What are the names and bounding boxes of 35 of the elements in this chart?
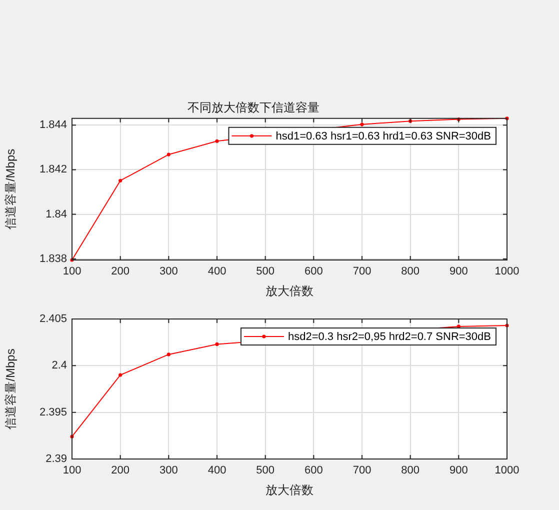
legend-label: hsd2=0.3 hsr2=0,95 hrd2=0.7 SNR=30dB — [288, 331, 492, 344]
x-tick-label: 1000 — [494, 464, 520, 477]
x-tick-label: 100 — [62, 464, 82, 477]
x-tick-label: 300 — [159, 464, 178, 477]
x-tick-label: 800 — [401, 464, 420, 477]
legend-label: hsd1=0.63 hsr1=0.63 hrd1=0.63 SNR=30dB — [276, 130, 492, 142]
y-tick-label: 2.4 — [52, 360, 67, 372]
x-tick-label: 900 — [449, 266, 468, 278]
y-tick-label: 2.405 — [39, 313, 67, 326]
y-axis-title: 信道容量/Mbps — [4, 148, 18, 230]
y-tick-label: 1.838 — [39, 252, 67, 265]
x-tick-label: 200 — [111, 266, 130, 278]
x-tick-label: 700 — [352, 464, 372, 477]
x-tick-label: 1000 — [494, 266, 520, 278]
y-axis-title: 信道容量/Mbps — [4, 348, 18, 430]
x-tick-label: 600 — [304, 266, 323, 278]
x-tick-label: 300 — [159, 266, 178, 278]
x-axis-title: 放大倍数 — [266, 483, 314, 498]
x-tick-label: 200 — [111, 464, 130, 477]
x-tick-label: 400 — [208, 266, 226, 278]
x-tick-label: 800 — [401, 266, 420, 278]
x-axis-title: 放大倍数 — [266, 284, 314, 298]
x-tick-label: 600 — [304, 464, 323, 477]
x-tick-label: 500 — [256, 266, 275, 278]
y-tick-label: 2.39 — [46, 453, 67, 466]
x-tick-label: 700 — [352, 266, 372, 278]
y-tick-label: 1.842 — [39, 164, 67, 176]
chart-title: 不同放大倍数下信道容量 — [188, 100, 320, 115]
y-tick-label: 2.395 — [39, 406, 67, 418]
y-tick-label: 1.84 — [46, 208, 67, 220]
x-tick-label: 400 — [208, 464, 226, 477]
x-tick-label: 500 — [256, 464, 275, 477]
x-tick-label: 900 — [449, 464, 468, 477]
y-tick-label: 1.844 — [39, 119, 67, 132]
x-tick-label: 100 — [62, 266, 82, 278]
